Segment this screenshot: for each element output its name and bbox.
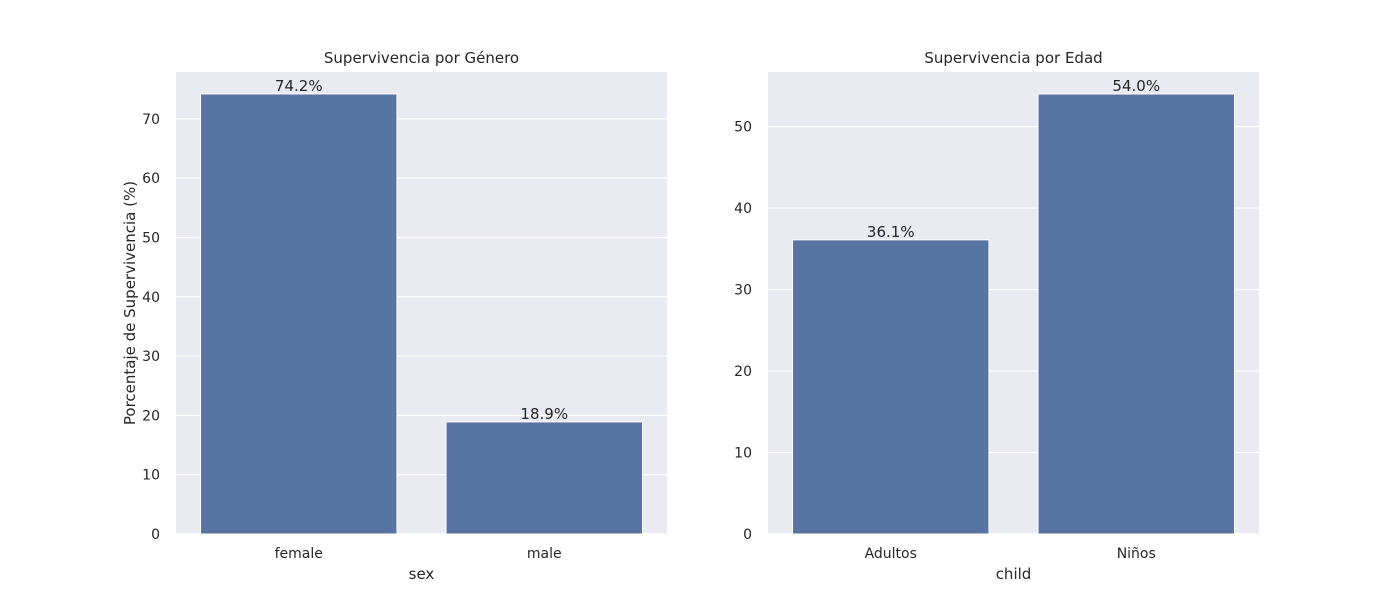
data-label: 18.9% xyxy=(520,405,568,423)
y-tick-label: 60 xyxy=(142,171,160,187)
data-label: 54.0% xyxy=(1112,77,1160,95)
data-label: 36.1% xyxy=(867,223,915,241)
x-tick-label: male xyxy=(527,546,562,562)
x-tick-label: Adultos xyxy=(865,546,917,562)
y-tick-label: 40 xyxy=(734,201,752,217)
bar-adultos xyxy=(792,239,990,535)
y-tick-label: 20 xyxy=(734,364,752,380)
y-tick-label: 30 xyxy=(734,283,752,299)
chart-gender: 0 10 20 30 40 50 60 70 74.2% female 18.9% male Super… xyxy=(121,49,667,583)
data-label: 74.2% xyxy=(275,77,323,95)
x-tick-label: Niños xyxy=(1117,546,1156,562)
bar-male xyxy=(445,421,643,535)
y-tick-label: 50 xyxy=(734,120,752,136)
bar-niños xyxy=(1037,93,1235,535)
y-axis-label: Porcentaje de Supervivencia (%) xyxy=(121,181,139,425)
chart-age: 0 10 20 30 40 50 36.1% Adultos 54.0% Niños Supervi… xyxy=(734,49,1259,583)
x-axis-label: child xyxy=(996,565,1032,583)
bar-female xyxy=(200,93,398,535)
y-tick-label: 0 xyxy=(151,527,160,543)
chart-title: Supervivencia por Edad xyxy=(924,49,1102,67)
y-tick-label: 30 xyxy=(142,349,160,365)
x-axis-label: sex xyxy=(409,565,435,583)
y-tick-label: 0 xyxy=(743,527,752,543)
chart-title: Supervivencia por Género xyxy=(324,49,519,67)
y-tick-label: 10 xyxy=(734,446,752,462)
y-tick-label: 20 xyxy=(142,408,160,424)
y-tick-label: 50 xyxy=(142,230,160,246)
y-tick-label: 10 xyxy=(142,468,160,484)
y-tick-label: 70 xyxy=(142,112,160,128)
y-tick-label: 40 xyxy=(142,290,160,306)
x-tick-label: female xyxy=(275,546,323,562)
